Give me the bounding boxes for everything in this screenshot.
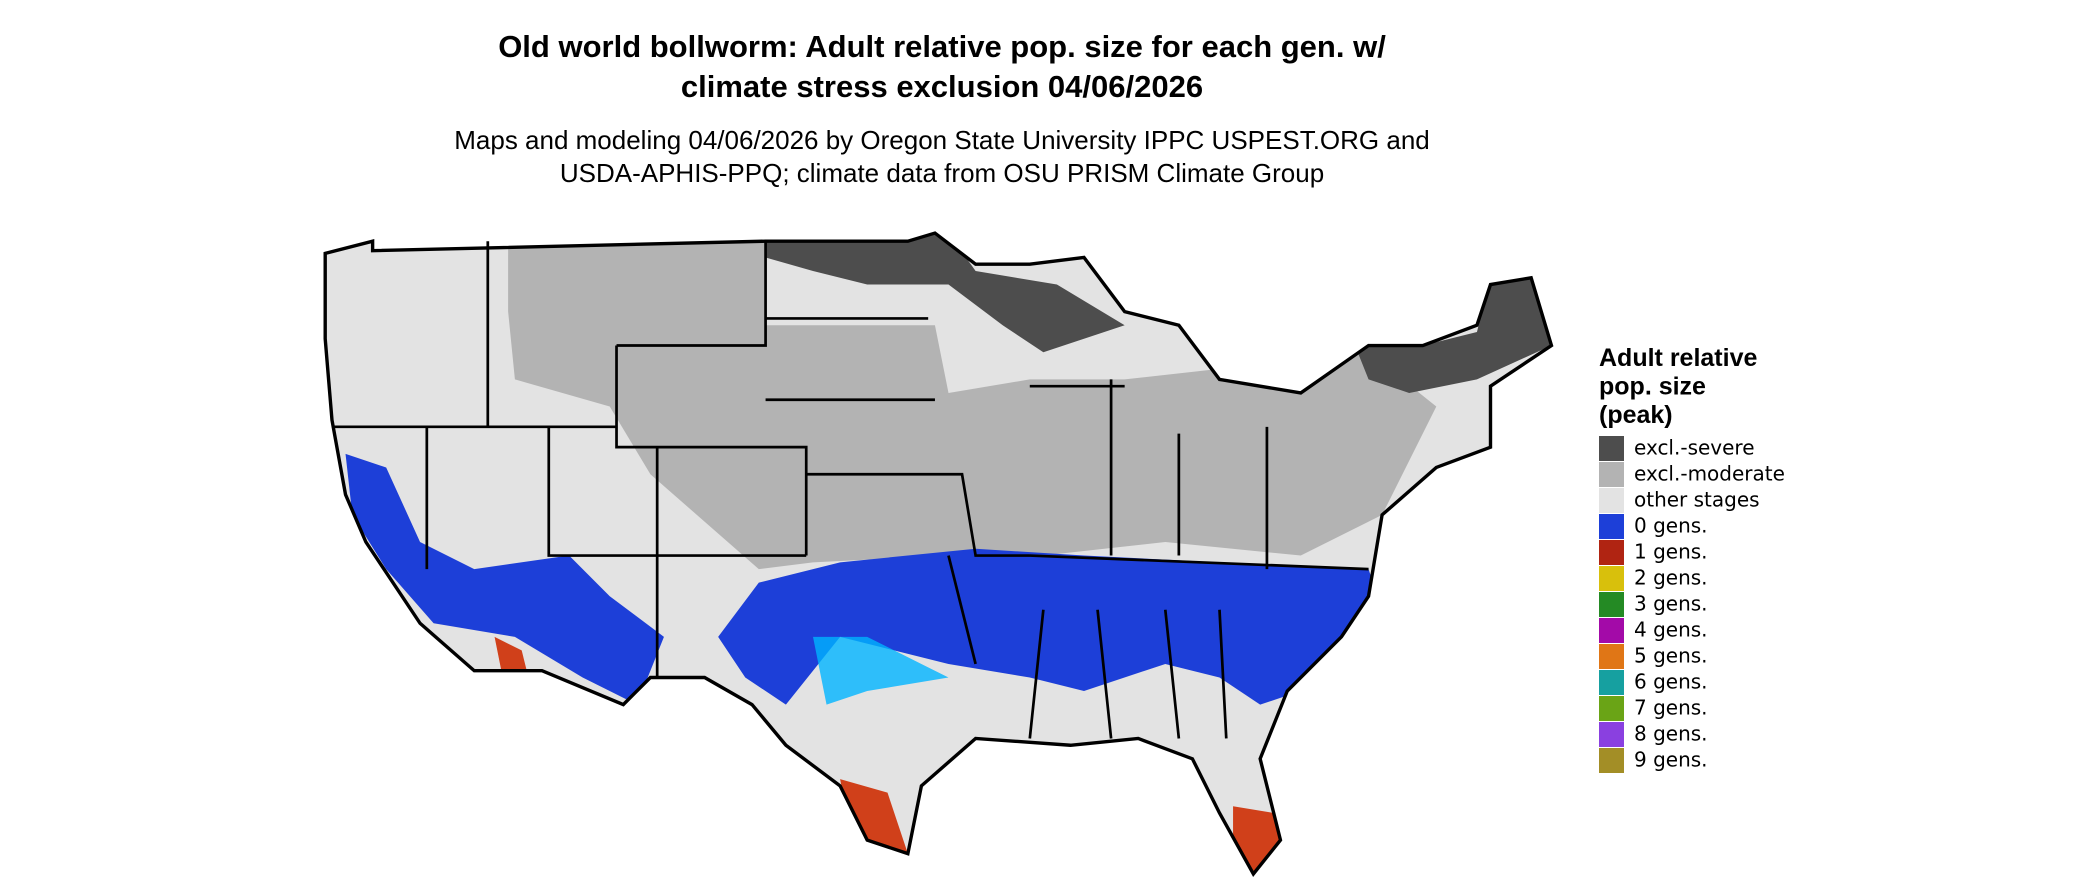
legend-label: 3 gens.	[1634, 592, 1708, 616]
legend-label: excl.-severe	[1634, 436, 1755, 460]
legend-swatch	[1599, 540, 1624, 565]
legend-swatch	[1599, 514, 1624, 539]
legend-swatch	[1599, 462, 1624, 487]
legend-swatch	[1599, 696, 1624, 721]
legend-label: 9 gens.	[1634, 748, 1708, 772]
title-line: Old world bollworm: Adult relative pop. …	[498, 29, 1386, 64]
legend-label: 6 gens.	[1634, 670, 1708, 694]
legend-title-line: Adult relative	[1599, 344, 1757, 372]
legend-label: 1 gens.	[1634, 540, 1708, 564]
legend-swatch	[1599, 644, 1624, 669]
legend-title-line: (peak)	[1599, 401, 1673, 429]
legend-swatch	[1599, 488, 1624, 513]
legend-swatch	[1599, 722, 1624, 747]
subtitle-line: USDA-APHIS-PPQ; climate data from OSU PR…	[560, 158, 1324, 188]
legend-label: 8 gens.	[1634, 722, 1708, 746]
legend-label: 7 gens.	[1634, 696, 1708, 720]
legend-label: 2 gens.	[1634, 566, 1708, 590]
legend-swatch	[1599, 592, 1624, 617]
map	[323, 231, 1554, 878]
title-line: climate stress exclusion 04/06/2026	[681, 69, 1203, 104]
subtitle-line: Maps and modeling 04/06/2026 by Oregon S…	[454, 125, 1430, 155]
legend-title-line: pop. size	[1599, 373, 1706, 401]
legend-swatch	[1599, 748, 1624, 773]
legend-label: 4 gens.	[1634, 618, 1708, 642]
legend-label: 0 gens.	[1634, 514, 1708, 538]
legend-label: other stages	[1634, 488, 1760, 512]
legend-swatch	[1599, 566, 1624, 591]
legend-swatch	[1599, 618, 1624, 643]
legend-label: excl.-moderate	[1634, 462, 1785, 486]
legend-label: 5 gens.	[1634, 644, 1708, 668]
legend-swatch	[1599, 436, 1624, 461]
legend-swatch	[1599, 670, 1624, 695]
